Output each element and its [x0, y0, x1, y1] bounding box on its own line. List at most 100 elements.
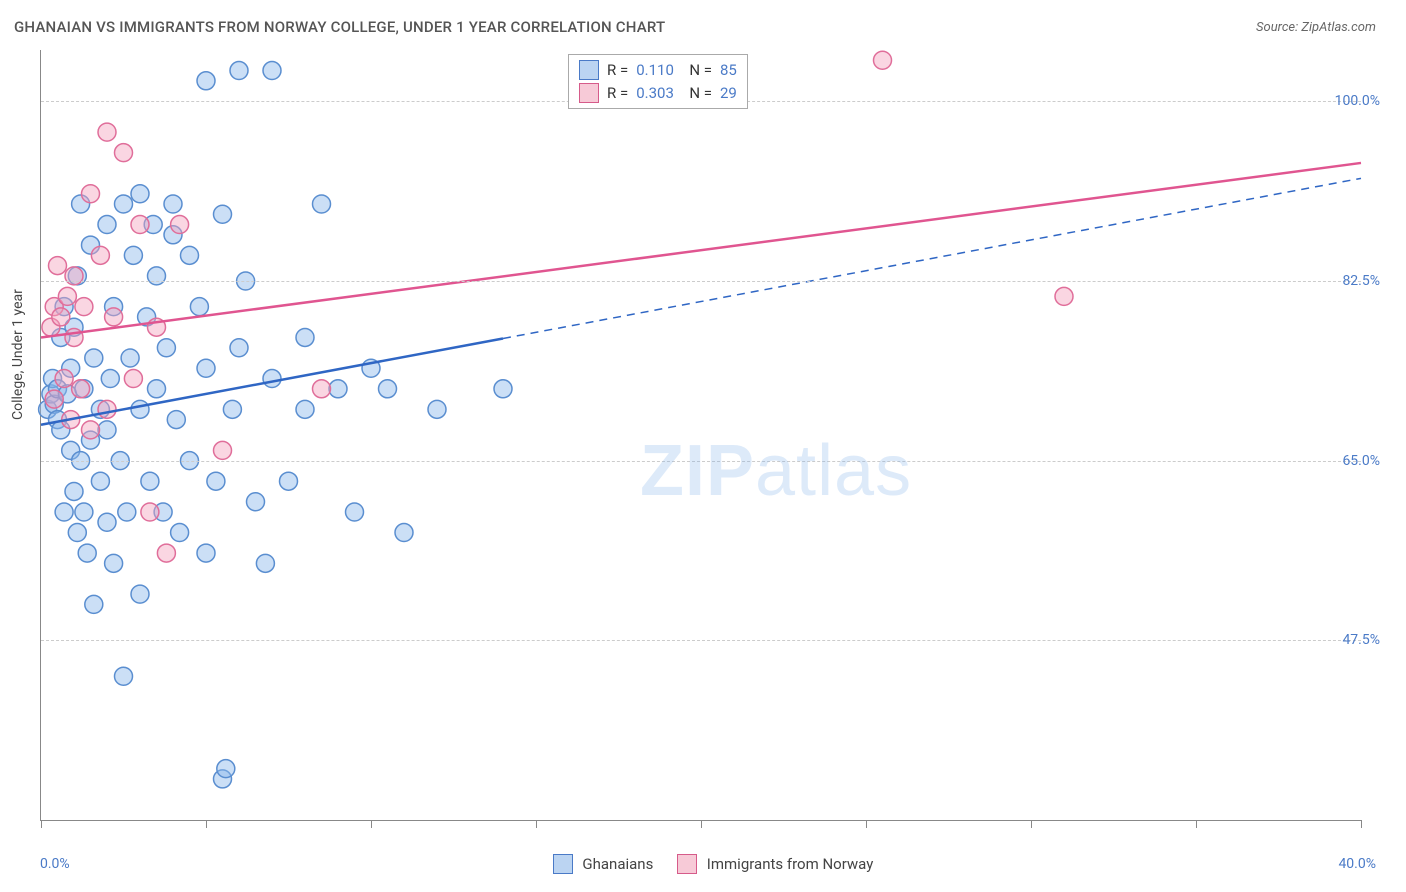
legend-label-ghanaians: Ghanaians	[582, 855, 653, 873]
x-tick	[866, 820, 867, 828]
point-ghanaians	[329, 380, 347, 398]
n-value-norway: 29	[720, 82, 737, 105]
x-tick	[206, 820, 207, 828]
gridline	[41, 281, 1361, 282]
point-norway	[82, 185, 100, 203]
x-tick	[41, 820, 42, 828]
point-ghanaians	[263, 370, 281, 388]
r-label: R =	[607, 59, 628, 82]
point-ghanaians	[131, 585, 149, 603]
point-norway	[1055, 287, 1073, 305]
point-norway	[141, 503, 159, 521]
point-ghanaians	[55, 503, 73, 521]
x-tick	[701, 820, 702, 828]
point-ghanaians	[164, 195, 182, 213]
point-ghanaians	[75, 503, 93, 521]
point-ghanaians	[68, 524, 86, 542]
point-ghanaians	[98, 216, 116, 234]
point-ghanaians	[98, 513, 116, 531]
watermark-light: atlas	[755, 431, 912, 511]
x-tick-left: 0.0%	[40, 856, 70, 872]
point-norway	[214, 441, 232, 459]
point-norway	[58, 287, 76, 305]
correlation-row-norway: R = 0.303 N = 29	[579, 82, 737, 105]
point-norway	[55, 370, 73, 388]
point-ghanaians	[78, 544, 96, 562]
point-ghanaians	[263, 62, 281, 80]
watermark-bold: ZIP	[640, 431, 755, 511]
point-norway	[105, 308, 123, 326]
point-norway	[313, 380, 331, 398]
correlation-row-ghanaians: R = 0.110 N = 85	[579, 59, 737, 82]
y-tick-label: 65.0%	[1342, 453, 1380, 469]
r-value-ghanaians: 0.110	[636, 59, 674, 82]
source-label: Source: ZipAtlas.com	[1256, 20, 1376, 35]
point-ghanaians	[247, 493, 265, 511]
point-norway	[171, 216, 189, 234]
x-tick	[536, 820, 537, 828]
point-ghanaians	[121, 349, 139, 367]
point-ghanaians	[207, 472, 225, 490]
trendline-norway	[41, 163, 1361, 338]
legend-swatch-ghanaians	[553, 854, 573, 874]
correlation-legend: R = 0.110 N = 85R = 0.303 N = 29	[568, 54, 748, 109]
point-norway	[52, 308, 70, 326]
n-label: N =	[682, 59, 712, 82]
gridline	[41, 640, 1361, 641]
swatch-ghanaians	[579, 60, 599, 80]
point-ghanaians	[346, 503, 364, 521]
point-ghanaians	[101, 370, 119, 388]
point-norway	[82, 421, 100, 439]
point-ghanaians	[171, 524, 189, 542]
y-tick-label: 100.0%	[1335, 93, 1380, 109]
chart-title: GHANAIAN VS IMMIGRANTS FROM NORWAY COLLE…	[14, 18, 665, 36]
point-ghanaians	[223, 400, 241, 418]
x-tick	[1361, 820, 1362, 828]
point-ghanaians	[197, 544, 215, 562]
point-norway	[874, 51, 892, 69]
point-ghanaians	[181, 246, 199, 264]
x-tick	[1031, 820, 1032, 828]
n-label: N =	[682, 82, 712, 105]
point-ghanaians	[115, 667, 133, 685]
point-ghanaians	[379, 380, 397, 398]
point-ghanaians	[197, 72, 215, 90]
point-norway	[49, 257, 67, 275]
point-ghanaians	[118, 503, 136, 521]
point-norway	[98, 400, 116, 418]
point-ghanaians	[105, 554, 123, 572]
point-norway	[72, 380, 90, 398]
x-tick	[1196, 820, 1197, 828]
point-ghanaians	[230, 339, 248, 357]
point-ghanaians	[131, 185, 149, 203]
point-norway	[115, 144, 133, 162]
series-legend: Ghanaians Immigrants from Norway	[0, 854, 1406, 874]
point-ghanaians	[148, 267, 166, 285]
point-norway	[45, 390, 63, 408]
point-ghanaians	[313, 195, 331, 213]
x-tick	[371, 820, 372, 828]
point-norway	[124, 370, 142, 388]
point-ghanaians	[167, 411, 185, 429]
legend-label-norway: Immigrants from Norway	[707, 855, 874, 873]
point-ghanaians	[296, 400, 314, 418]
swatch-norway	[579, 83, 599, 103]
point-ghanaians	[428, 400, 446, 418]
point-ghanaians	[230, 62, 248, 80]
point-ghanaians	[214, 205, 232, 223]
point-ghanaians	[131, 400, 149, 418]
r-label: R =	[607, 82, 628, 105]
point-norway	[98, 123, 116, 141]
point-ghanaians	[124, 246, 142, 264]
point-ghanaians	[256, 554, 274, 572]
point-ghanaians	[148, 380, 166, 398]
watermark: ZIPatlas	[640, 430, 912, 512]
point-norway	[131, 216, 149, 234]
point-ghanaians	[217, 760, 235, 778]
point-ghanaians	[91, 472, 109, 490]
point-ghanaians	[280, 472, 298, 490]
point-ghanaians	[197, 359, 215, 377]
point-ghanaians	[85, 349, 103, 367]
point-ghanaians	[157, 339, 175, 357]
n-value-ghanaians: 85	[720, 59, 737, 82]
